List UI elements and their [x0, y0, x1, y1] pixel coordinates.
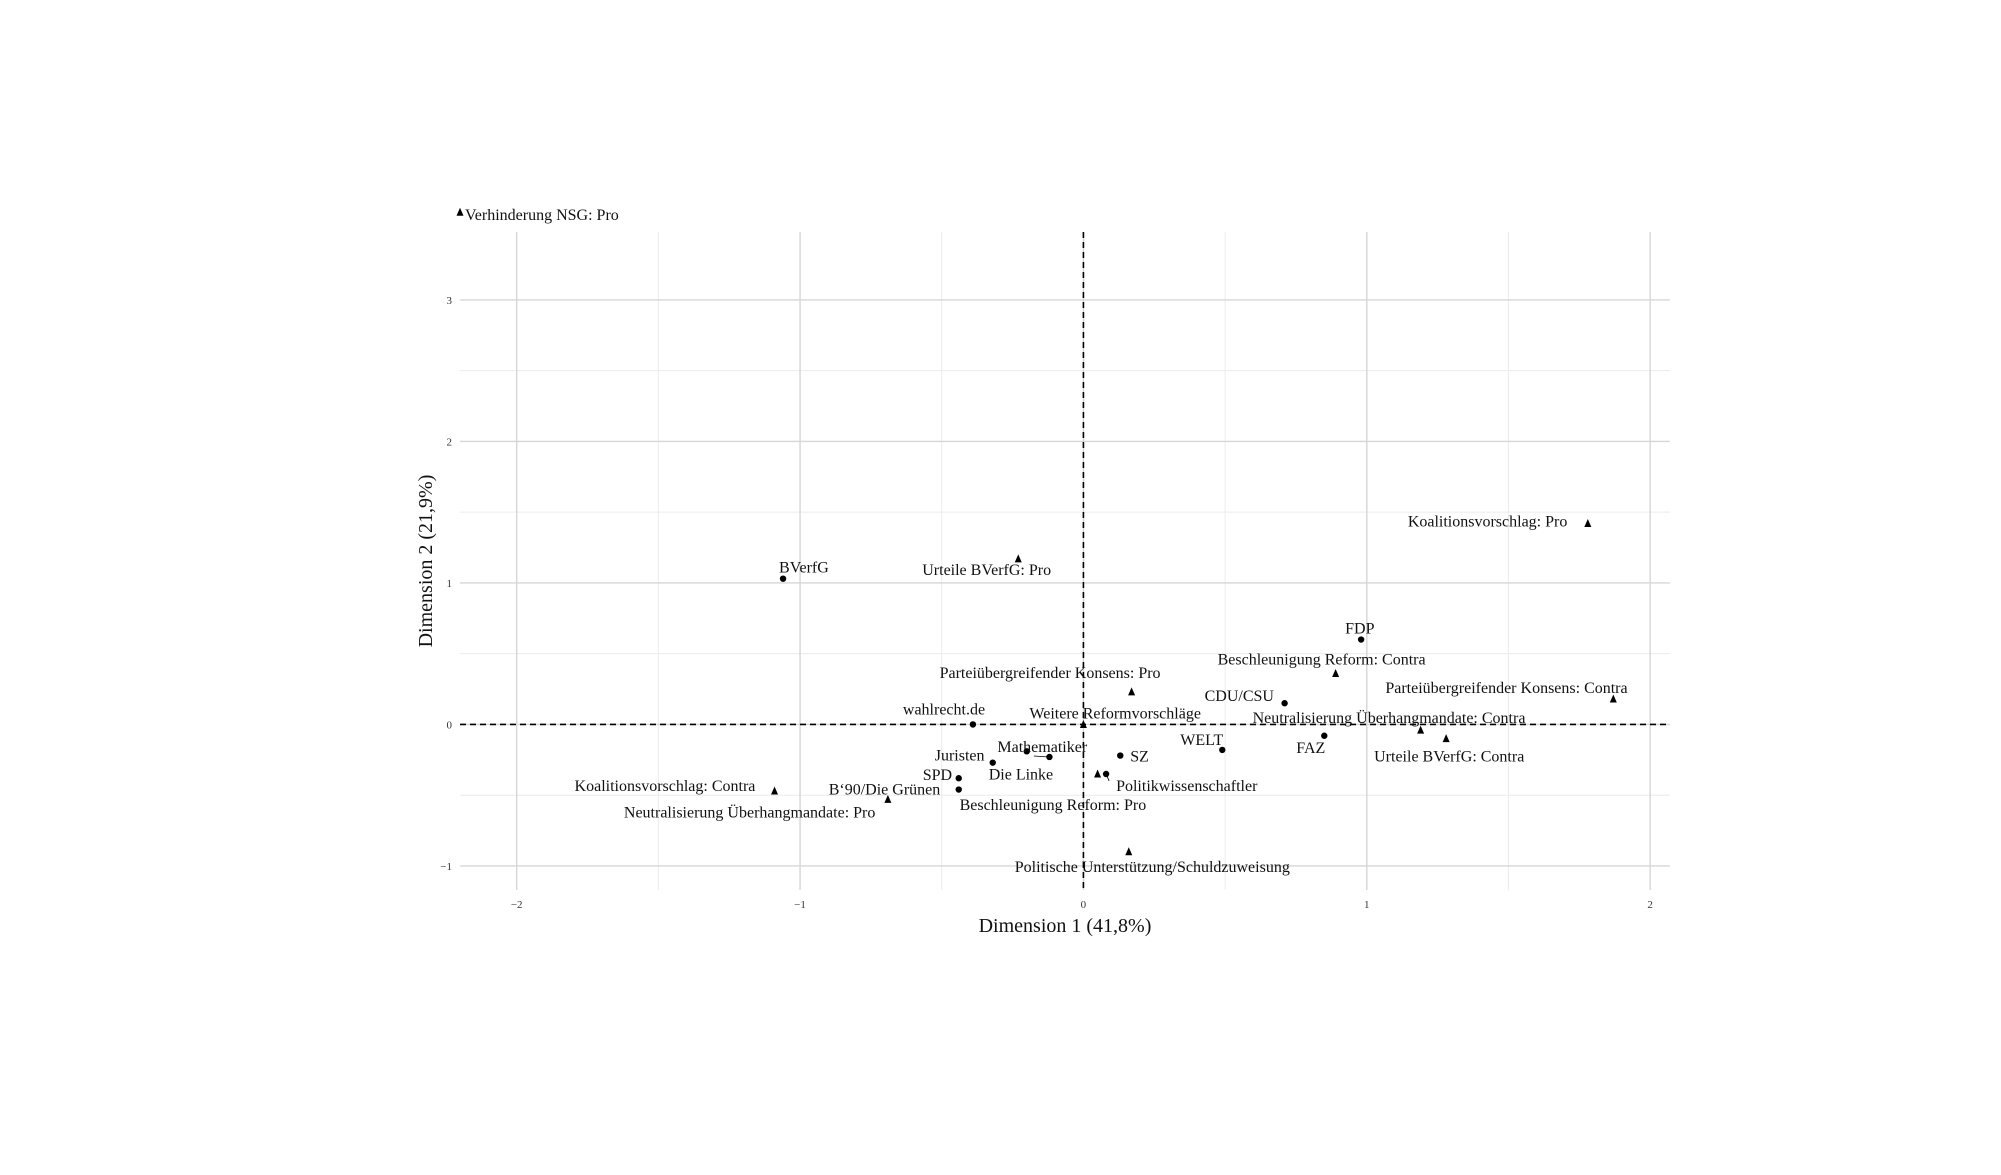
- x-tick-label: −1: [794, 899, 806, 911]
- label-wahlrecht-de: wahlrecht.de: [903, 701, 985, 718]
- label-beschleunigung-reform-contra: Beschleunigung Reform: Contra: [1218, 651, 1426, 668]
- triangle-parteiubergreifender-konsens-pro: [1128, 687, 1136, 696]
- x-tick-label: 2: [1647, 899, 1653, 911]
- x-tick-label: 1: [1364, 899, 1370, 911]
- triangle-beschleunigung-reform-contra: [1332, 668, 1340, 677]
- minor-gridlines: [460, 232, 1670, 890]
- y-axis-title: Dimension 2 (21,9%): [415, 475, 437, 648]
- x-axis-title: Dimension 1 (41,8%): [979, 915, 1152, 937]
- triangle-parteiubergreifender-konsens-contra: [1609, 694, 1617, 703]
- y-tick-label: −1: [440, 861, 452, 873]
- y-tick-label: 1: [447, 578, 453, 590]
- point-sz: [1117, 752, 1124, 759]
- triangle-neutralisierung-uberhangmandate-contra: [1417, 725, 1425, 734]
- reference-lines: [460, 232, 1670, 890]
- label-sz: SZ: [1130, 749, 1149, 766]
- label-weitere-reformvorschlage: Weitere Reformvorschläge: [1029, 705, 1201, 722]
- label-neutralisierung-uberhangmandate-pro: Neutralisierung Überhangmandate: Pro: [624, 803, 875, 821]
- triangle-verhinderung-nsg-pro: [456, 207, 464, 216]
- point-welt: [1219, 746, 1226, 754]
- point-wahlrecht-de: [969, 721, 977, 728]
- label-juristen: Juristen: [935, 748, 985, 765]
- label-urteile-bverfg-pro: Urteile BVerfG: Pro: [922, 562, 1051, 579]
- label-die-linke: Die Linke: [989, 766, 1053, 783]
- y-tick-label: 3: [447, 295, 453, 307]
- triangle-neutralisierung-uberhangmandate-pro: [884, 794, 892, 803]
- triangle-koalitionsvorschlag-pro: [1584, 519, 1592, 528]
- y-tick-label: 0: [447, 719, 453, 731]
- label-mathematiker: Mathematiker: [997, 739, 1087, 756]
- label-spd: SPD: [923, 767, 952, 784]
- y-tick-label: 2: [447, 436, 453, 448]
- point-juristen: [989, 759, 996, 766]
- point-die-linke: [1023, 748, 1030, 755]
- point-bverfg: [779, 575, 787, 582]
- tick-labels: −2 −1 0 1 2 −1 0 1 2 3: [440, 295, 1653, 911]
- x-tick-label: −2: [511, 899, 523, 911]
- data-points: [456, 207, 1617, 856]
- label-cdu-csu: CDU/CSU: [1205, 688, 1275, 705]
- triangle-urteile-bverfg-pro: [1014, 554, 1022, 563]
- point-faz: [1321, 732, 1328, 739]
- major-gridlines: [460, 232, 1670, 890]
- point-b-90-die-grunen: [955, 786, 962, 793]
- triangle-beschleunigung-reform-pro: [1094, 769, 1102, 778]
- triangle-urteile-bverfg-contra: [1442, 734, 1450, 743]
- label-politikwissenschaftler: Politikwissenschaftler: [1116, 778, 1258, 795]
- label-koalitionsvorschlag-contra: Koalitionsvorschlag: Contra: [575, 778, 756, 795]
- point-mathematiker: [1046, 753, 1053, 761]
- label-verhinderung-nsg-pro: Verhinderung NSG: Pro: [465, 207, 619, 224]
- label-beschleunigung-reform-pro: Beschleunigung Reform: Pro: [960, 797, 1147, 814]
- label-fdp: FDP: [1345, 621, 1374, 638]
- label-bverfg: BVerfG: [779, 560, 829, 577]
- point-labels: BVerfG FDP CDU/CSU wahlrecht.de WELT FAZ Mathe…: [465, 207, 1628, 876]
- label-neutralisierung-uberhangmandate-contra: Neutralisierung Überhangmandate: Contra: [1253, 709, 1526, 727]
- point-fdp: [1357, 636, 1365, 643]
- label-politische-unterstutzung-schuldzuweisung: Politische Unterstützung/Schuldzuweisung: [1015, 859, 1290, 876]
- label-faz: FAZ: [1296, 740, 1325, 757]
- point-cdu-csu: [1281, 700, 1288, 707]
- label-koalitionsvorschlag-pro: Koalitionsvorschlag: Pro: [1408, 514, 1568, 531]
- label-parteiubergreifender-konsens-contra: Parteiübergreifender Konsens: Contra: [1385, 680, 1627, 697]
- label-welt: WELT: [1180, 732, 1223, 749]
- triangle-koalitionsvorschlag-contra: [771, 786, 779, 795]
- label-urteile-bverfg-contra: Urteile BVerfG: Contra: [1374, 749, 1524, 766]
- triangle-weitere-reformvorschlage: [1079, 719, 1087, 728]
- x-tick-label: 0: [1081, 899, 1087, 911]
- point-politikwissenschaftler: [1102, 770, 1110, 778]
- label-b-90-die-grunen: B‘90/Die Grünen: [829, 782, 941, 799]
- triangle-politische-unterstutzung-schuldzuweisung: [1125, 847, 1133, 856]
- point-spd: [955, 775, 962, 782]
- label-parteiubergreifender-konsens-pro: Parteiübergreifender Konsens: Pro: [940, 665, 1161, 682]
